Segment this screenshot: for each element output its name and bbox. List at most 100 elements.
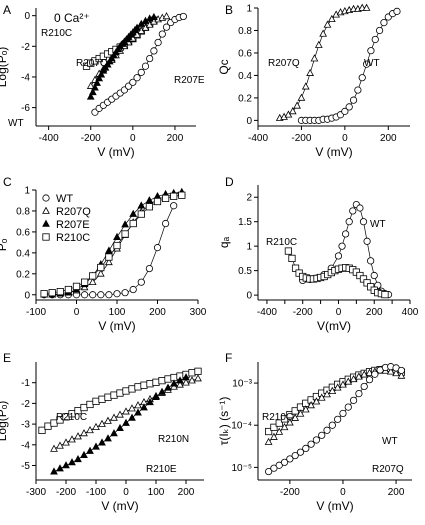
- data-point: [360, 382, 368, 391]
- data-point: [97, 263, 105, 272]
- x-axis-label: V (mV): [101, 499, 138, 513]
- data-point: [86, 446, 94, 454]
- data-point: [397, 371, 406, 379]
- data-point: [296, 409, 305, 417]
- data-point: [162, 23, 171, 31]
- annotation: R207Q: [372, 464, 404, 475]
- data-point: [86, 400, 94, 409]
- series-r210e: [50, 373, 190, 475]
- annotation: WT: [382, 436, 398, 447]
- legend-entry: R210C: [56, 232, 90, 244]
- y-tick-label: -3: [21, 420, 30, 431]
- x-tick-label: -100: [86, 487, 106, 498]
- x-tick-label: -400: [248, 133, 268, 144]
- data-point: [38, 426, 46, 434]
- data-point: [145, 264, 153, 273]
- y-tick-label: 0: [24, 11, 30, 22]
- data-point: [297, 93, 306, 101]
- data-point: [355, 372, 363, 380]
- data-point: [286, 411, 294, 419]
- data-point: [134, 383, 142, 391]
- data-point: [81, 278, 89, 286]
- y-tick-label: 10⁻⁵: [231, 463, 252, 474]
- legend-entry: WT: [56, 193, 73, 205]
- data-point: [122, 418, 130, 426]
- data-point: [293, 101, 301, 109]
- data-point: [80, 429, 88, 437]
- y-tick-label: 10⁻⁴: [231, 421, 252, 432]
- y-tick-label: 0: [246, 116, 252, 127]
- data-point: [380, 19, 388, 27]
- data-point: [91, 83, 99, 91]
- data-point: [164, 383, 172, 391]
- data-point: [105, 257, 113, 266]
- x-tick-label: 100: [148, 487, 165, 498]
- x-tick-label: 0: [123, 487, 129, 498]
- x-axis-label: V (mV): [315, 145, 352, 159]
- data-point: [92, 442, 100, 450]
- data-point: [314, 40, 323, 48]
- x-tick-label: 0: [74, 307, 80, 318]
- annotation: R210N: [158, 434, 189, 445]
- series-r210c: [40, 191, 186, 298]
- y-tick-label: 0.8: [238, 26, 252, 37]
- data-point: [392, 369, 400, 377]
- series-wt: [91, 12, 187, 116]
- y-axis-label: Log(Pₒ): [0, 47, 9, 88]
- data-point: [270, 423, 278, 431]
- data-point: [50, 467, 58, 475]
- x-tick-label: 0: [336, 307, 342, 318]
- data-point: [301, 405, 310, 413]
- data-point: [310, 54, 319, 62]
- data-point: [286, 455, 294, 463]
- data-point: [80, 450, 88, 458]
- data-point: [113, 290, 121, 298]
- data-point: [133, 23, 141, 31]
- y-tick-label: 1.5: [238, 217, 252, 228]
- data-point: [288, 107, 297, 115]
- x-tick-label: -200: [293, 307, 313, 318]
- data-point: [42, 194, 50, 202]
- panel-label: F: [225, 351, 232, 365]
- data-point: [264, 437, 273, 445]
- data-point: [365, 376, 374, 384]
- data-point: [386, 367, 395, 375]
- annotation: R210E: [146, 464, 177, 475]
- data-point: [64, 285, 72, 294]
- y-tick-label: -5: [21, 461, 30, 472]
- x-tick-label: 400: [402, 307, 419, 318]
- data-point: [153, 244, 162, 252]
- y-tick-label: 0.4: [238, 71, 252, 82]
- data-point: [344, 403, 352, 411]
- data-point: [284, 110, 293, 118]
- data-point: [284, 247, 293, 255]
- data-point: [98, 438, 106, 446]
- data-point: [334, 415, 342, 423]
- data-point: [122, 407, 130, 415]
- data-point: [68, 458, 76, 466]
- data-point: [280, 415, 289, 423]
- data-point: [164, 375, 172, 383]
- data-point: [68, 435, 76, 443]
- data-point: [371, 35, 379, 44]
- panel-label: C: [3, 175, 12, 189]
- data-point: [375, 26, 384, 35]
- x-tick-label: 200: [167, 133, 184, 144]
- series-r207e: [86, 12, 158, 100]
- data-point: [93, 78, 101, 86]
- data-point: [307, 401, 315, 409]
- data-point: [349, 374, 358, 383]
- x-tick-label: 100: [109, 307, 126, 318]
- data-point: [365, 368, 374, 376]
- x-tick-label: 200: [380, 133, 397, 144]
- data-point: [141, 62, 150, 70]
- x-tick-label: 0: [340, 487, 346, 498]
- x-axis-label: V (mV): [98, 319, 135, 333]
- data-point: [137, 68, 145, 76]
- data-point: [306, 68, 314, 76]
- data-point: [182, 373, 190, 381]
- data-point: [104, 416, 112, 424]
- data-point: [122, 387, 130, 395]
